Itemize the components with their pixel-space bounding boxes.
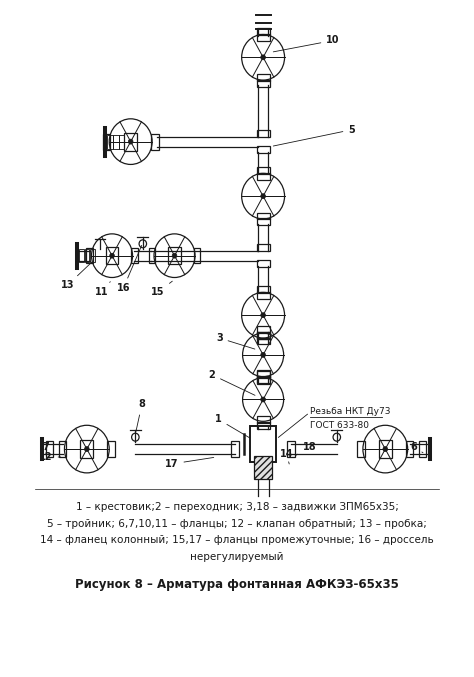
Text: 6: 6	[410, 442, 423, 453]
Circle shape	[261, 194, 265, 198]
Text: 14: 14	[280, 449, 293, 464]
Bar	[287, 441, 295, 457]
Bar	[256, 130, 270, 137]
Bar	[256, 371, 270, 378]
Bar	[168, 247, 181, 264]
Text: 18: 18	[295, 442, 317, 456]
Circle shape	[84, 447, 89, 452]
Circle shape	[383, 447, 388, 452]
Circle shape	[261, 313, 265, 318]
Text: 1: 1	[215, 414, 249, 438]
Bar	[84, 249, 89, 262]
Bar	[250, 427, 276, 462]
Bar	[194, 248, 200, 263]
Circle shape	[172, 253, 177, 258]
Bar	[80, 440, 93, 458]
Bar	[90, 249, 95, 262]
Bar	[256, 219, 270, 225]
Bar	[59, 441, 66, 457]
Bar	[256, 332, 270, 338]
Bar	[118, 135, 124, 148]
Bar	[106, 247, 118, 264]
Bar	[113, 135, 118, 148]
Bar	[256, 34, 270, 41]
Bar	[357, 441, 365, 457]
Text: 7: 7	[43, 442, 49, 452]
Circle shape	[261, 397, 265, 402]
Text: Резьба НКТ Ду73: Резьба НКТ Ду73	[310, 408, 390, 416]
Bar	[256, 74, 270, 81]
Bar	[419, 441, 426, 457]
Bar	[108, 135, 113, 148]
Text: 10: 10	[273, 35, 340, 52]
Bar	[379, 440, 392, 458]
Bar	[256, 370, 270, 377]
Bar	[149, 248, 155, 263]
Bar	[256, 146, 270, 153]
Text: 8: 8	[136, 399, 146, 431]
Bar	[256, 376, 270, 383]
Bar	[256, 28, 270, 35]
Text: 12: 12	[39, 452, 61, 462]
Text: 17: 17	[165, 458, 214, 469]
Bar	[256, 422, 270, 429]
Bar	[256, 326, 270, 332]
Bar	[256, 244, 270, 251]
Bar	[151, 133, 159, 150]
Circle shape	[128, 139, 133, 144]
Circle shape	[261, 353, 265, 357]
Text: 2: 2	[209, 370, 255, 395]
Bar	[256, 260, 270, 267]
Bar	[86, 248, 93, 263]
Text: ГОСТ 633-80: ГОСТ 633-80	[310, 421, 369, 431]
Bar	[231, 441, 239, 457]
Bar	[256, 286, 270, 293]
Circle shape	[261, 55, 265, 60]
Text: 5 – тройник; 6,7,10,11 – фланцы; 12 – клапан обратный; 13 – пробка;: 5 – тройник; 6,7,10,11 – фланцы; 12 – кл…	[47, 519, 427, 529]
Bar	[254, 456, 273, 479]
Text: 3: 3	[216, 333, 255, 349]
Bar	[79, 249, 83, 262]
Bar	[124, 133, 137, 150]
Text: 5: 5	[273, 125, 355, 146]
Bar	[103, 133, 110, 150]
Bar	[256, 332, 270, 338]
Bar	[46, 441, 53, 457]
Bar	[108, 441, 115, 457]
Bar	[256, 292, 270, 299]
Bar	[131, 248, 137, 263]
Text: 16: 16	[117, 245, 142, 293]
Text: 15: 15	[151, 281, 173, 297]
Text: Рисунок 8 – Арматура фонтанная АФКЭЗ-65х35: Рисунок 8 – Арматура фонтанная АФКЭЗ-65х…	[75, 577, 399, 590]
Bar	[256, 80, 270, 87]
Circle shape	[109, 253, 114, 258]
Bar	[256, 173, 270, 180]
Bar	[256, 416, 270, 423]
Bar	[256, 213, 270, 219]
Text: нерегулируемый: нерегулируемый	[190, 552, 284, 562]
Bar	[256, 167, 270, 174]
Bar	[256, 338, 270, 345]
Text: 13: 13	[61, 263, 91, 290]
Text: 14 – фланец колонный; 15,17 – фланцы промежуточные; 16 – дроссель: 14 – фланец колонный; 15,17 – фланцы про…	[40, 536, 434, 546]
Bar	[406, 441, 413, 457]
Text: 1 – крестовик;2 – переходник; 3,18 – задвижки ЗПМ65х35;: 1 – крестовик;2 – переходник; 3,18 – зад…	[75, 502, 399, 512]
Text: 11: 11	[95, 282, 110, 297]
Bar	[256, 377, 270, 384]
